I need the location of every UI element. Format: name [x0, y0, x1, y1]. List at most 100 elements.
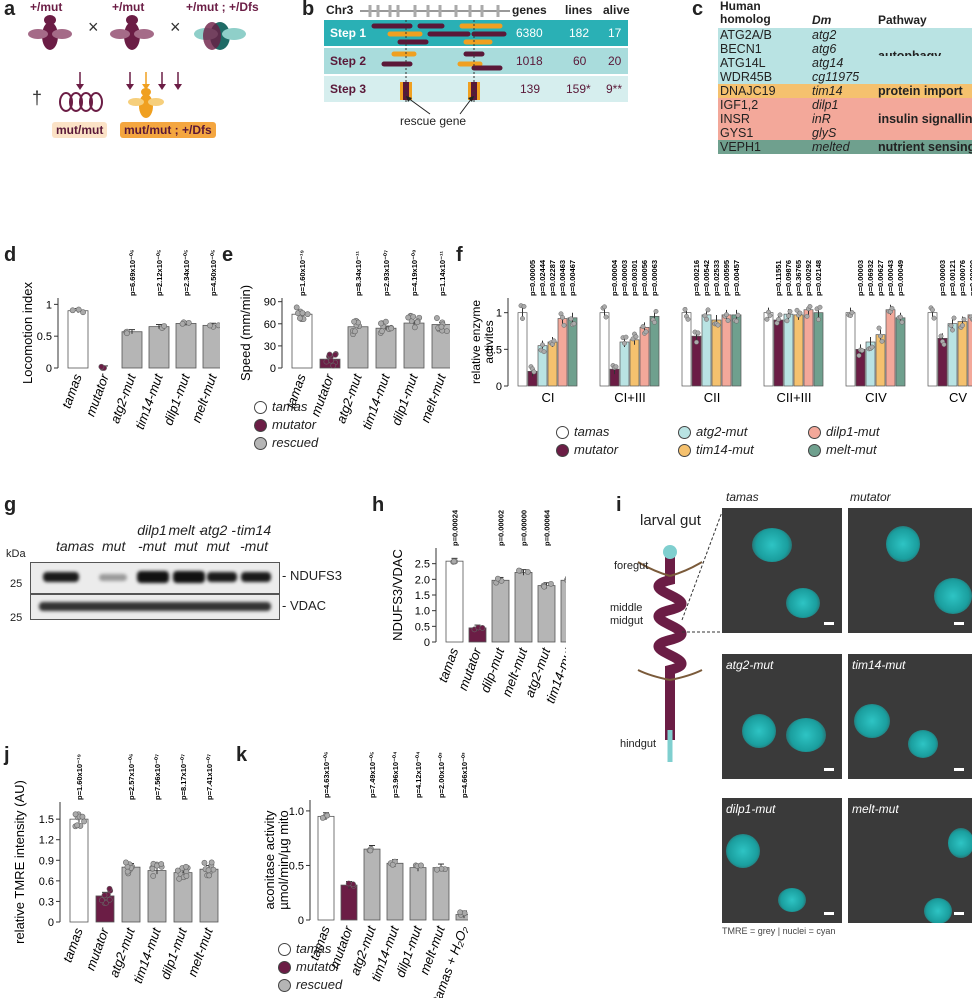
p-value-label: p=0.00136: [566, 510, 567, 546]
micrograph-atg2: atg2-mut: [722, 654, 842, 779]
data-point: [807, 304, 813, 309]
data-point: [215, 322, 220, 329]
band-mut: [99, 574, 127, 581]
p-value-label: p=4.66x10⁻⁰³: [460, 752, 468, 798]
data-point: [804, 313, 810, 319]
data-point: [685, 316, 691, 322]
homolog-dm: cg11975: [812, 70, 860, 84]
data-point: [859, 348, 865, 353]
data-point: [299, 310, 306, 316]
bar: [773, 319, 784, 387]
genotype-label-2: +/mut: [112, 0, 145, 14]
bar: [793, 314, 804, 387]
p-value-label: p=4.63x10⁻⁰⁶: [322, 752, 331, 798]
homolog-human: WDR45B: [720, 70, 773, 84]
homolog-dm: inR: [812, 112, 831, 126]
micrograph-label-dilp1: dilp1-mut: [726, 802, 776, 816]
header-genes: genes: [512, 3, 547, 17]
data-point: [494, 575, 501, 582]
data-point: [479, 624, 486, 631]
homolog-rows: ATG2A/Batg2BECN1atg6autophagyATG14Latg14…: [718, 28, 972, 154]
bar: [69, 818, 89, 923]
data-point: [776, 316, 781, 322]
y-tick-label: 90: [264, 297, 276, 309]
data-point: [531, 369, 537, 375]
p-value-label: p=0.00457: [732, 260, 741, 296]
p-value-label: p=2.93x10⁻⁰⁷: [382, 250, 391, 296]
data-point: [520, 316, 525, 322]
p-value-label: p=0.00467: [568, 260, 577, 296]
homolog-row: DNAJC19 tim14 protein import: [718, 84, 972, 98]
micrograph-tamas: [722, 508, 842, 633]
region-hindgut: hindgut: [620, 738, 657, 750]
data-point: [378, 320, 384, 327]
cross-diagram: [28, 15, 246, 118]
fly-icon-stack: [194, 22, 246, 50]
bar: [947, 323, 958, 387]
bar: [514, 572, 533, 643]
p-value-label: p=0.00003: [856, 260, 865, 296]
micrograph-label-tim14: tim14-mut: [852, 658, 906, 672]
p-value-label: p=0.00003: [620, 260, 629, 296]
data-point: [633, 334, 639, 340]
homolog-human: BECN1: [720, 42, 762, 56]
data-point: [961, 316, 967, 322]
data-point: [411, 324, 418, 331]
legend-swatch-mutator: [254, 419, 267, 433]
panel-letter-a: a: [4, 0, 16, 20]
data-point: [734, 318, 739, 324]
category-label: tamas: [60, 925, 86, 964]
data-point: [878, 333, 883, 339]
p-value-label: p=0.00063: [650, 260, 659, 296]
bar: [967, 314, 972, 387]
legend-f-mutator: mutator: [574, 442, 619, 457]
data-point: [876, 325, 882, 331]
data-point: [444, 328, 450, 335]
data-point: [332, 351, 339, 358]
data-point: [950, 327, 955, 333]
p-value-label: p=7.56x10⁻⁰⁷: [153, 754, 162, 800]
step-2-label: Step 2: [330, 54, 367, 68]
band-dilp1: [137, 571, 169, 583]
kda-label: kDa: [6, 548, 26, 560]
chart-tmre: 0 0.3 0.6 0.9 1.2 1.5 relative TMRE intensity …: [12, 753, 219, 985]
legend-swatch-rescued: [254, 437, 267, 451]
p-value-label: p=0.00216: [692, 260, 701, 296]
header-alive: alive: [603, 3, 630, 17]
homolog-row: BECN1atg6autophagy: [718, 42, 972, 63]
p-value-label: p=0.00000: [968, 260, 972, 296]
data-point: [382, 318, 389, 325]
bar: [363, 848, 381, 921]
data-point: [889, 305, 895, 311]
homolog-pathway: protein import: [878, 84, 963, 98]
data-point: [951, 315, 957, 321]
data-point: [623, 334, 629, 340]
data-point: [79, 813, 86, 820]
data-point: [297, 315, 303, 322]
bar: [957, 321, 968, 387]
y-tick-label: 0.5: [415, 621, 430, 633]
deficiency-map: [371, 20, 507, 104]
step-2-genes: 1018: [516, 54, 543, 68]
p-value-label: p=0.06932: [866, 260, 875, 296]
legend-label-mutator: mutator: [272, 417, 317, 432]
data-point: [106, 896, 113, 903]
data-point: [941, 342, 947, 347]
data-point: [899, 319, 905, 325]
legend-e: tamas mutator rescued: [254, 398, 318, 452]
rescue-gene-label: rescue gene: [400, 114, 467, 128]
band-label-ndufs3: - NDUFS3: [282, 568, 342, 583]
category-label: melt-mut: [417, 371, 449, 425]
fly-icon-1: [28, 15, 72, 50]
homolog-dm: glyS: [812, 126, 837, 140]
p-value-label: p=3.96x10⁻⁰⁴: [391, 752, 400, 798]
genotype-label-3: +/mut ; +/Dfs: [186, 0, 259, 14]
data-point: [603, 314, 609, 320]
y-tick-label: 0: [298, 915, 304, 927]
legend-f-dilp1: dilp1-mut: [826, 424, 880, 439]
data-point: [451, 558, 457, 565]
y-tick-label: 1.0: [415, 606, 430, 618]
category-label: mutator: [83, 925, 112, 972]
